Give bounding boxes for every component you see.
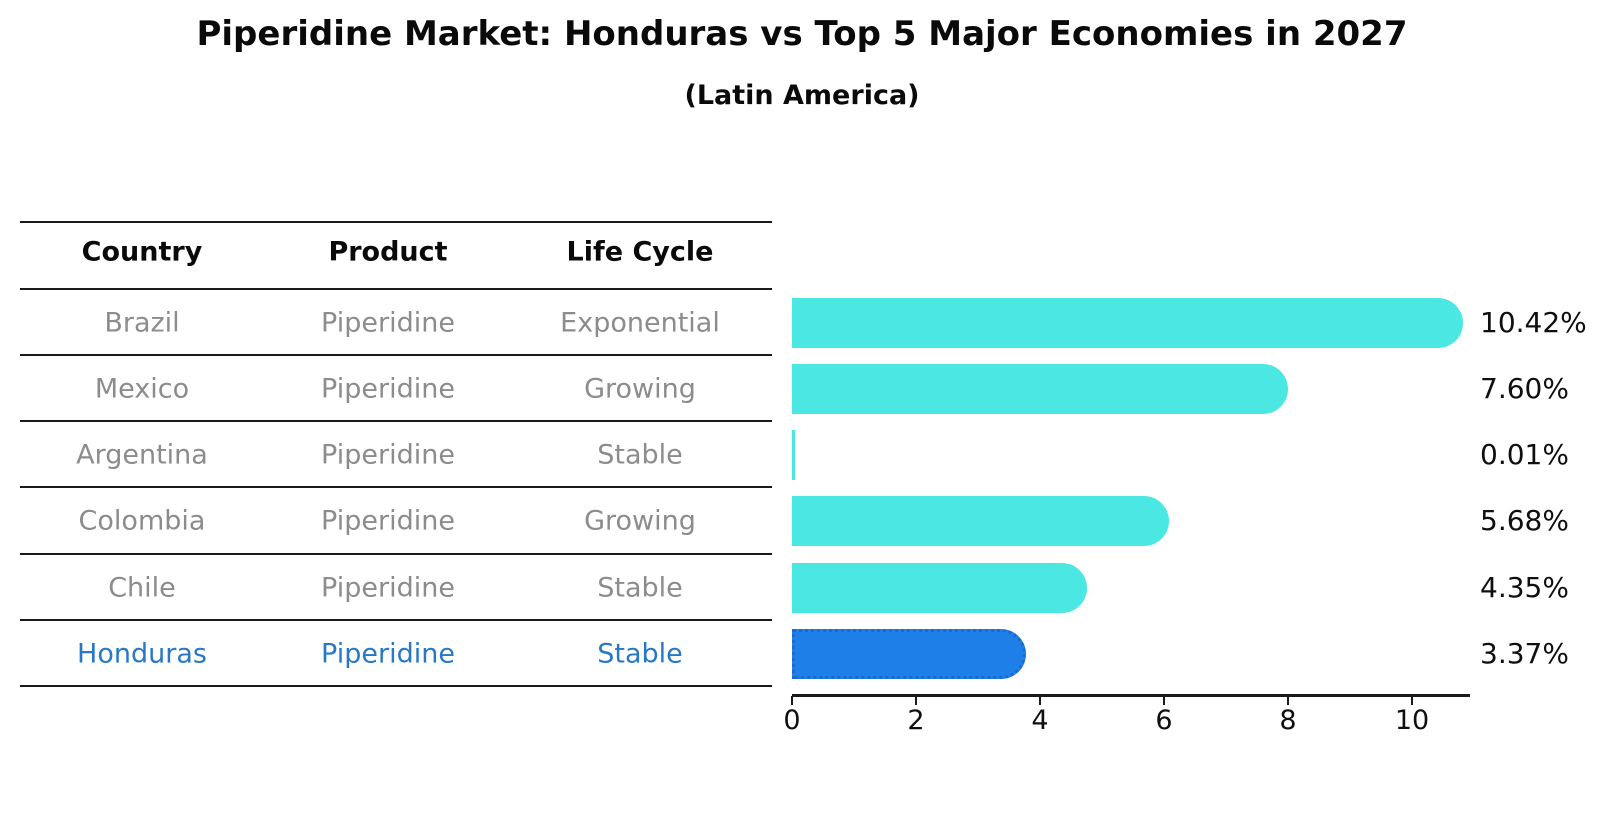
table-header-rule	[20, 287, 772, 290]
table-row-mexico-product: Piperidine	[321, 373, 455, 405]
chart-subtitle: (Latin America)	[684, 80, 920, 111]
table-row-rule	[20, 353, 772, 356]
table-row-rule	[20, 486, 772, 489]
x-tick-mark	[1039, 696, 1041, 705]
table-row-argentina-country: Argentina	[76, 439, 208, 471]
x-tick-mark	[915, 696, 917, 705]
value-label-honduras: 3.37%	[1480, 637, 1569, 670]
bar-chile	[792, 562, 1087, 613]
value-label-brazil: 10.42%	[1480, 305, 1587, 339]
x-tick-label: 4	[1031, 705, 1049, 736]
table-row-honduras-country: Honduras	[77, 638, 207, 670]
table-row-mexico-country: Mexico	[94, 373, 190, 405]
table-row-argentina-life_cycle: Stable	[597, 439, 683, 471]
table-header-country: Country	[81, 236, 203, 268]
bar-argentina	[792, 430, 795, 481]
table-row-colombia-country: Colombia	[78, 505, 206, 537]
table-row-chile-life_cycle: Stable	[597, 572, 683, 604]
table-row-colombia-product: Piperidine	[321, 505, 455, 537]
table-row-honduras-life_cycle: Stable	[597, 638, 683, 670]
bar-honduras	[792, 629, 1026, 679]
x-tick-label: 10	[1394, 705, 1430, 736]
table-top-rule	[20, 221, 772, 223]
table-row-rule	[20, 619, 772, 621]
value-label-mexico: 7.60%	[1480, 371, 1569, 405]
x-axis-line	[792, 694, 1471, 697]
x-tick-mark	[1287, 696, 1289, 705]
x-tick-mark	[1163, 696, 1165, 705]
table-header-product: Product	[328, 236, 448, 268]
table-row-chile-product: Piperidine	[321, 572, 455, 604]
chart-title: Piperidine Market: Honduras vs Top 5 Maj…	[196, 14, 1408, 54]
x-tick-mark	[791, 696, 793, 705]
table-row-honduras-product: Piperidine	[321, 638, 455, 670]
table-row-mexico-life_cycle: Growing	[584, 373, 696, 405]
bar-mexico	[792, 363, 1289, 414]
table-row-colombia-life_cycle: Growing	[584, 505, 696, 537]
table-row-brazil-life_cycle: Exponential	[560, 307, 720, 338]
table-row-chile-country: Chile	[108, 572, 176, 604]
table-row-rule	[20, 420, 772, 423]
value-label-argentina: 0.01%	[1480, 438, 1569, 472]
x-tick-mark	[1411, 696, 1413, 705]
table-row-rule	[20, 685, 772, 688]
table-row-brazil-product: Piperidine	[321, 307, 455, 338]
x-tick-label: 8	[1279, 705, 1297, 736]
x-tick-label: 6	[1155, 705, 1173, 736]
x-tick-label: 0	[783, 705, 801, 736]
value-label-chile: 4.35%	[1480, 570, 1569, 604]
table-header-life_cycle: Life Cycle	[566, 236, 714, 268]
value-label-colombia: 5.68%	[1480, 504, 1569, 538]
table-row-brazil-country: Brazil	[104, 307, 180, 338]
x-tick-label: 2	[907, 705, 925, 736]
bar-colombia	[792, 496, 1170, 547]
table-row-argentina-product: Piperidine	[321, 439, 455, 471]
table-row-rule	[20, 552, 772, 555]
bar-brazil	[792, 297, 1464, 348]
